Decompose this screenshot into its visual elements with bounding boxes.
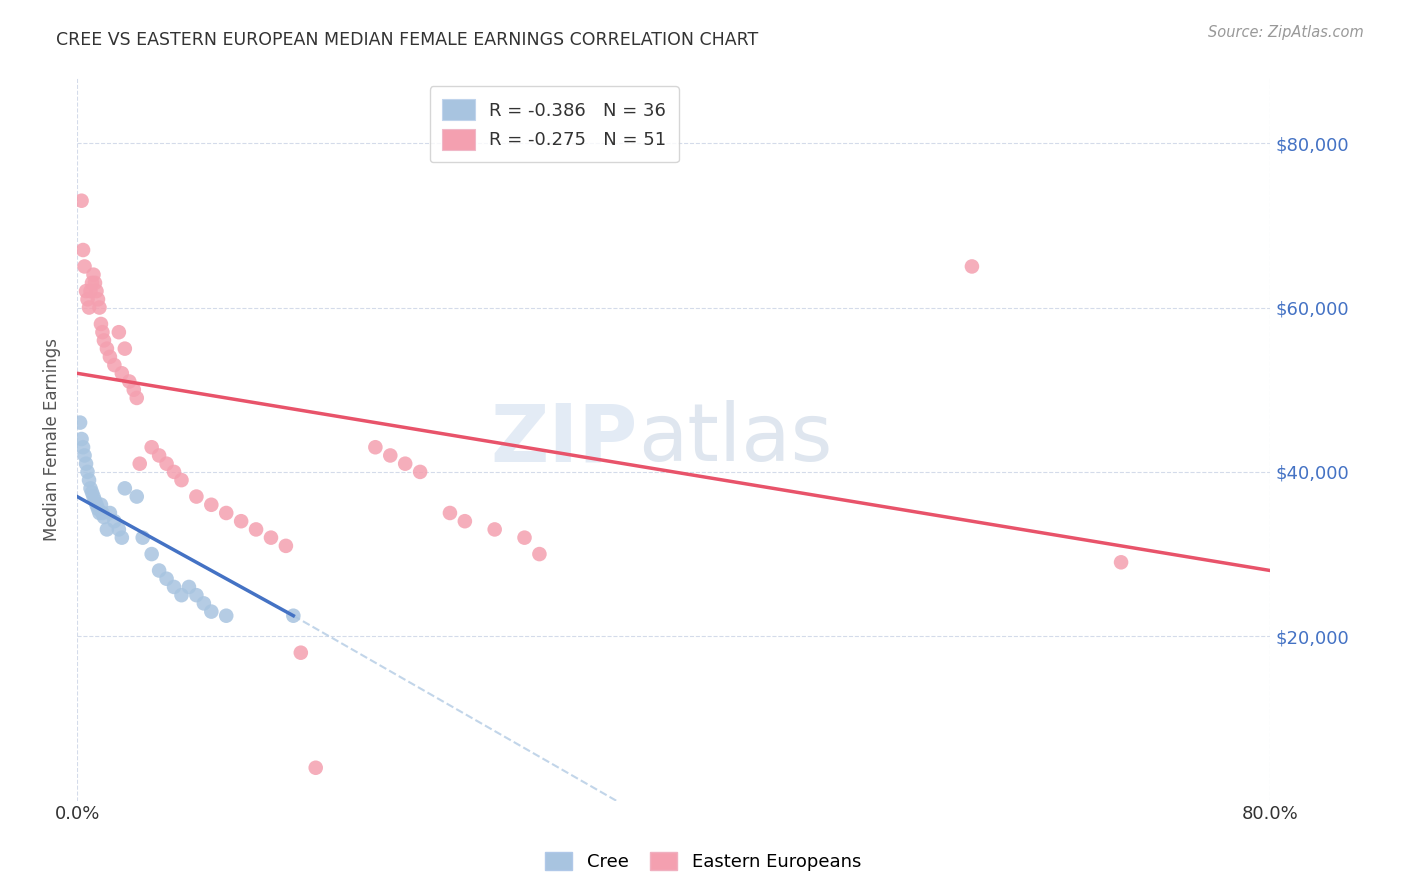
Point (200, 498, 222, 512)
Point (86, 284, 108, 298)
Point (73, 260, 96, 274)
Point (114, 342, 136, 356)
Point (186, 588, 208, 602)
Point (96, 523, 118, 537)
Point (75, 284, 97, 298)
Point (439, 506, 461, 520)
Point (274, 539, 297, 553)
Point (76, 465, 98, 479)
Text: ZIP: ZIP (491, 400, 638, 478)
Point (108, 325, 131, 339)
Point (108, 523, 131, 537)
Point (82, 268, 104, 282)
Point (394, 457, 416, 471)
Point (132, 531, 155, 545)
Point (87, 501, 110, 516)
Point (141, 440, 163, 454)
Point (125, 391, 148, 405)
Point (215, 506, 238, 520)
Point (69, 416, 91, 430)
Point (90, 317, 112, 331)
Point (128, 457, 150, 471)
Point (103, 358, 125, 372)
Point (170, 588, 193, 602)
Point (141, 547, 163, 561)
Point (454, 514, 477, 528)
Point (103, 514, 125, 528)
Point (186, 490, 208, 504)
Point (89, 506, 111, 520)
Point (90, 498, 112, 512)
Point (111, 366, 134, 380)
Point (380, 449, 402, 463)
Point (245, 523, 267, 537)
Point (86, 498, 108, 512)
Text: CREE VS EASTERN EUROPEAN MEDIAN FEMALE EARNINGS CORRELATION CHART: CREE VS EASTERN EUROPEAN MEDIAN FEMALE E… (56, 31, 758, 49)
Point (163, 465, 186, 479)
Point (305, 761, 328, 775)
Point (72, 440, 94, 454)
Point (484, 523, 506, 537)
Text: atlas: atlas (638, 400, 832, 478)
Point (148, 449, 170, 463)
Point (91, 506, 114, 520)
Point (960, 260, 983, 274)
Point (72, 243, 94, 257)
Point (148, 564, 170, 578)
Point (513, 531, 536, 545)
Point (79, 284, 101, 298)
Point (1109, 555, 1132, 569)
Point (231, 514, 253, 528)
Point (215, 608, 238, 623)
Point (290, 646, 312, 660)
Point (93, 334, 115, 348)
Point (98, 506, 121, 520)
Point (170, 473, 193, 487)
Point (98, 350, 121, 364)
Point (364, 440, 387, 454)
Point (193, 596, 215, 610)
Point (283, 608, 305, 623)
Point (529, 547, 551, 561)
Point (75, 457, 97, 471)
Point (84, 276, 107, 290)
Point (409, 465, 432, 479)
Point (96, 342, 118, 356)
Point (125, 490, 148, 504)
Point (163, 580, 186, 594)
Point (155, 572, 177, 586)
Point (84, 493, 107, 508)
Legend: R = -0.386   N = 36, R = -0.275   N = 51: R = -0.386 N = 36, R = -0.275 N = 51 (430, 87, 679, 162)
Point (70, 194, 93, 208)
Legend: Cree, Eastern Europeans: Cree, Eastern Europeans (537, 845, 869, 879)
Y-axis label: Median Female Earnings: Median Female Earnings (44, 337, 60, 541)
Point (77, 473, 100, 487)
Point (111, 531, 134, 545)
Point (77, 301, 100, 315)
Point (87, 293, 110, 307)
Point (82, 490, 104, 504)
Point (73, 449, 96, 463)
Point (91, 325, 114, 339)
Point (93, 510, 115, 524)
Point (155, 457, 177, 471)
Point (79, 481, 101, 495)
Point (118, 375, 141, 389)
Text: Source: ZipAtlas.com: Source: ZipAtlas.com (1208, 25, 1364, 40)
Point (200, 605, 222, 619)
Point (177, 580, 200, 594)
Point (260, 531, 283, 545)
Point (122, 383, 145, 397)
Point (76, 293, 98, 307)
Point (80, 485, 103, 500)
Point (89, 301, 111, 315)
Point (70, 432, 93, 446)
Point (80, 276, 103, 290)
Point (114, 481, 136, 495)
